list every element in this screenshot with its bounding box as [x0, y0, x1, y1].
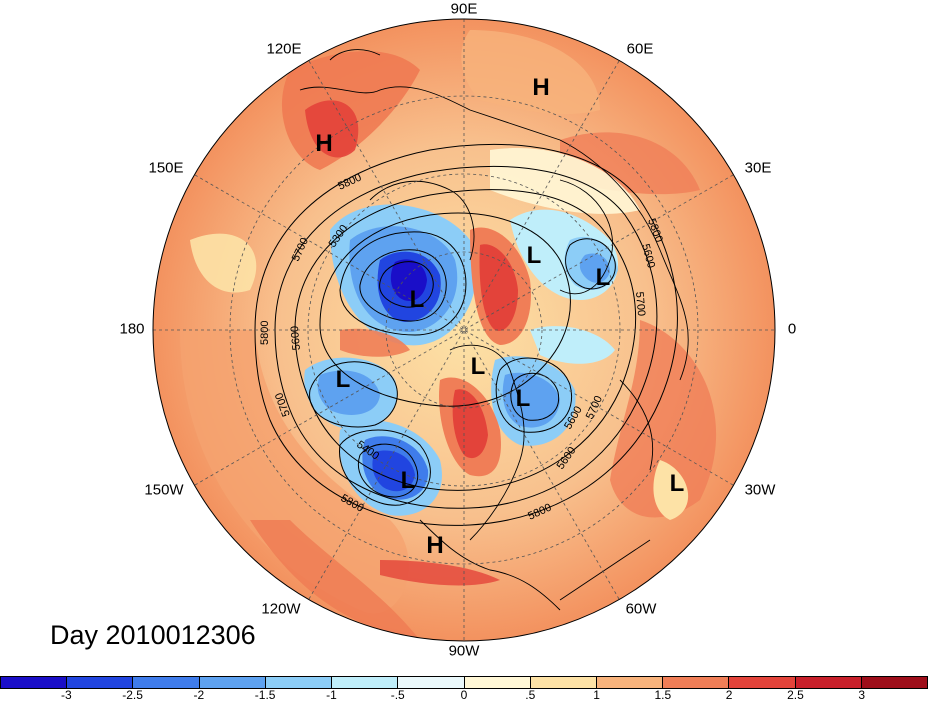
longitude-label-60e: 60E	[626, 40, 654, 58]
longitude-label-150w: 150W	[144, 481, 184, 499]
longitude-label-180: 180	[119, 320, 145, 338]
longitude-label-90e: 90E	[450, 0, 478, 18]
height-contours	[254, 143, 678, 526]
colorbar-swatch	[398, 677, 465, 688]
longitude-label-150e: 150E	[148, 159, 184, 177]
low-pressure-marker: L	[515, 385, 531, 412]
colorbar-tick-label: -1.5	[254, 688, 276, 702]
contour-label: 5700	[633, 291, 647, 316]
colorbar-swatch	[199, 677, 266, 688]
low-pressure-marker: L	[400, 467, 416, 494]
map-border	[152, 18, 776, 642]
colorbar-swatch	[861, 677, 928, 688]
colorbar-tick-label: -.5	[390, 688, 405, 702]
high-pressure-marker: H	[315, 130, 333, 157]
colorbar-swatch	[265, 677, 333, 688]
colorbar-swatch	[729, 677, 796, 688]
low-pressure-marker: L	[409, 286, 425, 313]
colorbar	[0, 676, 928, 689]
colorbar-tick-label: -1	[326, 688, 337, 702]
day-title: Day 2010012306	[50, 620, 256, 650]
colorbar-tick-label: 1.5	[654, 688, 672, 702]
low-pressure-marker: L	[669, 470, 685, 497]
low-pressure-marker: L	[335, 366, 351, 393]
coastlines	[299, 49, 689, 611]
longitude-label-60w: 60W	[625, 600, 657, 618]
colorbar-tick-label: .5	[525, 688, 536, 702]
low-pressure-marker: L	[595, 264, 611, 291]
colorbar-swatch	[795, 677, 862, 688]
low-pressure-marker: L	[470, 353, 486, 380]
colorbar-swatch	[530, 677, 597, 688]
high-pressure-marker: H	[426, 532, 444, 559]
contour-label: 5600	[289, 325, 303, 350]
colorbar-tick-label: -3	[60, 688, 72, 702]
graticule	[153, 19, 775, 641]
anomaly-field	[153, 19, 775, 641]
colorbar-tick-label: 3	[858, 688, 866, 702]
colorbar-tick-label: 2	[725, 688, 733, 702]
longitude-label-90w: 90W	[448, 642, 480, 660]
high-pressure-marker: H	[532, 74, 550, 101]
colorbar-tick-label: -2.5	[122, 688, 143, 702]
longitude-label-30e: 30E	[744, 159, 772, 177]
colorbar-tick-label: 2.5	[787, 688, 804, 702]
longitude-label-0: 0	[787, 320, 797, 338]
colorbar-tick-label: 1	[593, 688, 600, 702]
colorbar-swatch	[332, 677, 399, 688]
colorbar-swatch	[464, 677, 531, 688]
colorbar-swatch	[133, 677, 200, 688]
longitude-label-30w: 30W	[744, 481, 776, 499]
colorbar-swatch	[1, 677, 68, 688]
colorbar-swatch	[67, 677, 134, 688]
colorbar-swatch	[663, 677, 730, 688]
colorbar-tick-label: -2	[193, 688, 205, 702]
longitude-label-120w: 120W	[261, 600, 301, 618]
low-pressure-marker: L	[526, 242, 542, 269]
colorbar-swatch	[596, 677, 664, 688]
longitude-label-120e: 120E	[266, 40, 302, 58]
colorbar-tick-label: 0	[460, 688, 468, 702]
contour-label: 5800	[259, 321, 271, 345]
